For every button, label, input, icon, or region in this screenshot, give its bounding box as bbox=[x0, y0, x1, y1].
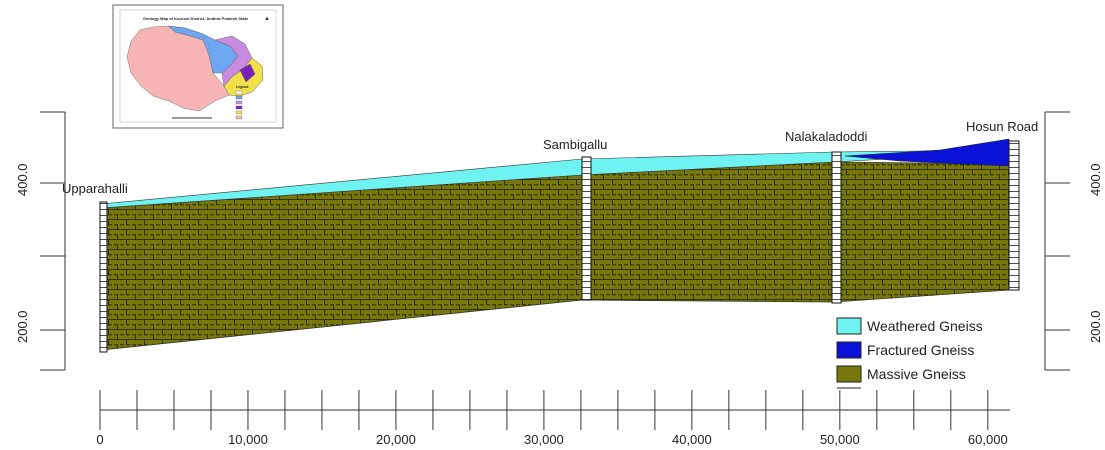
district-limestone-region bbox=[239, 63, 256, 83]
legend-swatch-fractured-gneiss bbox=[836, 341, 862, 359]
borehole-nalakaladoddi bbox=[831, 151, 842, 304]
distance-tick-label: 30,000 bbox=[524, 432, 564, 447]
distance-axis: 0 10,000 20,000 30,000 40,000 50,000 60,000 bbox=[96, 390, 1010, 447]
borehole-upparahalli bbox=[99, 201, 108, 353]
distance-tick-label: 50,000 bbox=[820, 432, 860, 447]
legend-label-weathered-gneiss: Weathered Gneiss bbox=[867, 318, 983, 334]
left-axis-label-400: 400.0 bbox=[15, 163, 30, 196]
distance-tick-label: 10,000 bbox=[228, 432, 268, 447]
borehole-hosun-road bbox=[1008, 140, 1020, 291]
boreholes bbox=[99, 140, 1020, 353]
left-axis-label-200: 200.0 bbox=[15, 310, 30, 343]
legend-swatch-massive-gneiss bbox=[836, 365, 862, 383]
right-elevation-axis: 400.0 200.0 bbox=[1044, 111, 1103, 371]
section-legend: Weathered Gneiss Fractured Gneiss Massiv… bbox=[836, 317, 983, 389]
distance-tick-label: 40,000 bbox=[672, 432, 712, 447]
well-label-nalakaladoddi: Nalakaladoddi bbox=[785, 129, 868, 144]
well-label-upparahalli: Upparahalli bbox=[62, 181, 128, 196]
borehole-sambigallu bbox=[581, 156, 592, 301]
distance-tick-label: 20,000 bbox=[376, 432, 416, 447]
inset-map: Geology Map of Kurnool District, Andhra … bbox=[112, 4, 284, 129]
inset-legend: Legend bbox=[235, 85, 248, 120]
distance-tick-label: 0 bbox=[96, 432, 103, 447]
legend-label-massive-gneiss: Massive Gneiss bbox=[867, 366, 966, 382]
right-axis-label-400: 400.0 bbox=[1088, 163, 1103, 196]
north-arrow-icon: ▲ bbox=[264, 16, 270, 22]
inset-map-title: Geology Map of Kurnool District, Andhra … bbox=[143, 16, 249, 21]
right-axis-label-200: 200.0 bbox=[1088, 310, 1103, 343]
well-label-hosun-road: Hosun Road bbox=[966, 119, 1038, 134]
well-label-sambigallu: Sambigallu bbox=[543, 137, 607, 152]
legend-swatch-weathered-gneiss bbox=[836, 317, 862, 335]
left-elevation-axis: 400.0 200.0 bbox=[15, 111, 66, 371]
inset-legend-heading: Legend bbox=[236, 85, 248, 89]
legend-label-fractured-gneiss: Fractured Gneiss bbox=[867, 342, 974, 358]
distance-tick-label: 60,000 bbox=[968, 432, 1008, 447]
